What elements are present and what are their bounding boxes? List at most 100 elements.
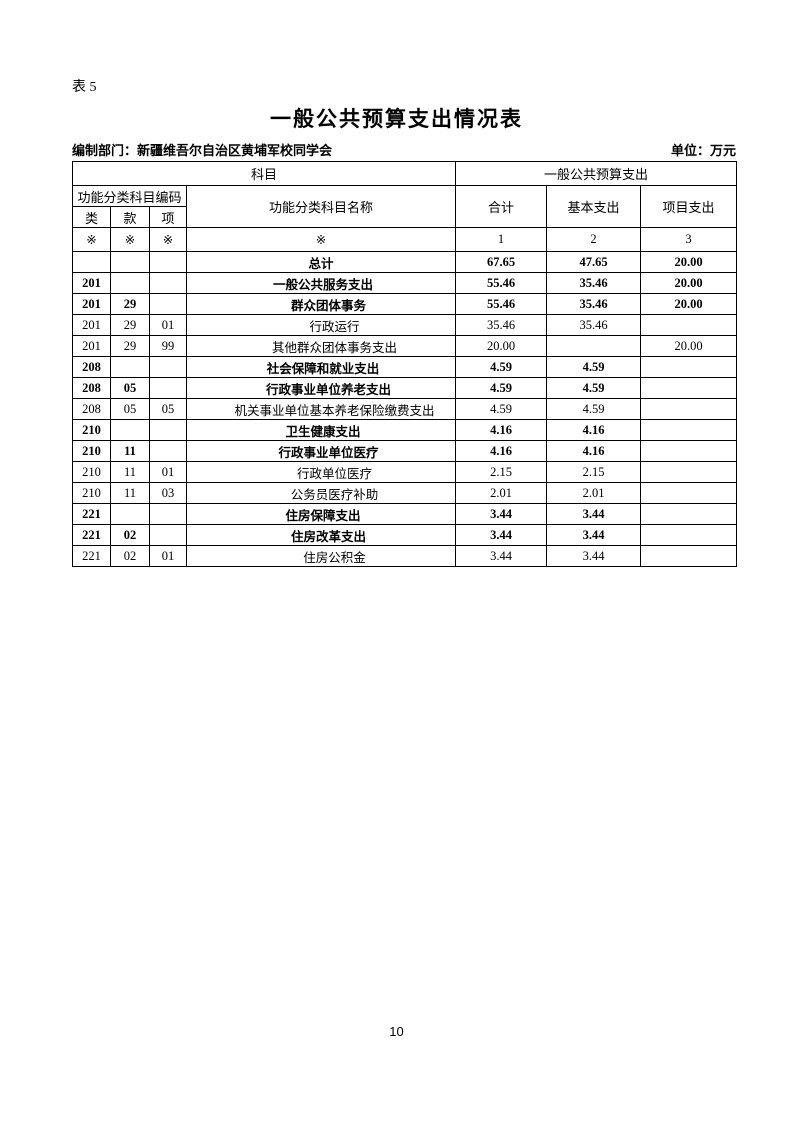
- project-cell: [640, 440, 738, 462]
- code-section-cell: 02: [110, 545, 150, 567]
- header-code-group: 功能分类科目编码: [72, 185, 187, 207]
- code-section-cell: 29: [110, 335, 150, 357]
- code-class-cell: 208: [72, 398, 111, 420]
- unit-label: 单位：万元: [670, 143, 736, 158]
- code-item-cell: [149, 293, 187, 315]
- project-cell: [640, 545, 738, 567]
- code-section-cell: [110, 251, 150, 273]
- project-cell: [640, 482, 738, 504]
- project-cell: [640, 356, 738, 378]
- basic-cell: 4.59: [546, 398, 642, 420]
- basic-cell: 35.46: [546, 272, 642, 294]
- code-item-cell: 01: [149, 314, 187, 336]
- header-budget-group: 一般公共预算支出: [455, 161, 738, 186]
- prepared-by-label: 编制部门：新疆维吾尔自治区黄埔军校同学会: [72, 143, 333, 158]
- project-cell: 20.00: [640, 293, 738, 315]
- code-item-cell: [149, 356, 187, 378]
- code-item-cell: [149, 251, 187, 273]
- basic-cell: 4.59: [546, 356, 642, 378]
- basic-cell: 4.16: [546, 440, 642, 462]
- code-item-cell: [149, 440, 187, 462]
- mark-cell: ※: [110, 227, 150, 252]
- page-title: 一般公共预算支出情况表: [270, 107, 523, 131]
- code-item-cell: 01: [149, 461, 187, 483]
- code-item-cell: [149, 377, 187, 399]
- total-cell: 3.44: [455, 503, 548, 525]
- code-class-cell: [72, 251, 111, 273]
- subject-name-cell: 总计: [185, 251, 457, 273]
- subject-name-cell: 群众团体事务: [185, 293, 457, 315]
- code-section-cell: 05: [110, 377, 150, 399]
- total-cell: 20.00: [455, 335, 548, 357]
- code-class-cell: 210: [72, 419, 111, 441]
- table-label: 表 5: [72, 80, 97, 95]
- table-row: 210 卫生健康支出 4.16 4.16: [72, 419, 738, 441]
- basic-cell: 2.15: [546, 461, 642, 483]
- code-class-cell: 210: [72, 440, 111, 462]
- code-class-cell: 221: [72, 503, 111, 525]
- total-cell: 4.59: [455, 377, 548, 399]
- code-class-cell: 201: [72, 335, 111, 357]
- code-class-cell: 208: [72, 377, 111, 399]
- table-row: 210 11 行政事业单位医疗 4.16 4.16: [72, 440, 738, 462]
- total-cell: 55.46: [455, 272, 548, 294]
- table-row: 221 02 01 住房公积金 3.44 3.44: [72, 545, 738, 567]
- code-class-cell: 208: [72, 356, 111, 378]
- subject-name-cell: 卫生健康支出: [185, 419, 457, 441]
- subject-name-cell: 行政事业单位医疗: [185, 440, 457, 462]
- project-cell: 20.00: [640, 272, 738, 294]
- project-cell: [640, 524, 738, 546]
- total-cell: 2.01: [455, 482, 548, 504]
- code-item-cell: 03: [149, 482, 187, 504]
- code-section-cell: [110, 503, 150, 525]
- total-cell: 3.44: [455, 545, 548, 567]
- table-row: 总计 67.65 47.65 20.00: [72, 251, 738, 273]
- code-item-cell: [149, 419, 187, 441]
- table-row: 208 05 行政事业单位养老支出 4.59 4.59: [72, 377, 738, 399]
- table-row: 201 29 99 其他群众团体事务支出 20.00 20.00: [72, 335, 738, 357]
- table-row: 221 02 住房改革支出 3.44 3.44: [72, 524, 738, 546]
- header-class: 类: [72, 206, 111, 228]
- table-row: 210 11 03 公务员医疗补助 2.01 2.01: [72, 482, 738, 504]
- subject-name-cell: 机关事业单位基本养老保险缴费支出: [185, 398, 457, 420]
- table-row: 201 一般公共服务支出 55.46 35.46 20.00: [72, 272, 738, 294]
- header-subject: 科目: [71, 161, 457, 186]
- basic-cell: 35.46: [546, 314, 642, 336]
- project-cell: [640, 377, 738, 399]
- project-cell: 20.00: [640, 251, 738, 273]
- project-cell: [640, 398, 738, 420]
- budget-table: 科目 一般公共预算支出 功能分类科目编码 功能分类科目名称 合计 基本支出 项目…: [71, 161, 738, 567]
- header-item: 项: [149, 206, 187, 228]
- col-number-3: 3: [640, 227, 738, 252]
- basic-cell: 35.46: [546, 293, 642, 315]
- code-item-cell: [149, 524, 187, 546]
- subject-name-cell: 行政运行: [185, 314, 457, 336]
- total-cell: 4.59: [455, 398, 548, 420]
- code-class-cell: 201: [72, 293, 111, 315]
- col-number-2: 2: [546, 227, 642, 252]
- total-cell: 67.65: [455, 251, 548, 273]
- code-class-cell: 210: [72, 482, 111, 504]
- basic-cell: 3.44: [546, 503, 642, 525]
- basic-cell: 4.16: [546, 419, 642, 441]
- code-item-cell: 01: [149, 545, 187, 567]
- budget-table-body: 总计 67.65 47.65 20.00 201 一般公共服务支出 55.46 35.46 20…: [72, 251, 738, 567]
- subject-name-cell: 住房改革支出: [185, 524, 457, 546]
- subject-name-cell: 住房公积金: [185, 545, 457, 567]
- code-section-cell: 05: [110, 398, 150, 420]
- code-class-cell: 221: [72, 545, 111, 567]
- code-item-cell: 99: [149, 335, 187, 357]
- basic-cell: 3.44: [546, 545, 642, 567]
- mark-cell: ※: [72, 227, 111, 252]
- table-row: 208 社会保障和就业支出 4.59 4.59: [72, 356, 738, 378]
- col-number-1: 1: [455, 227, 548, 252]
- code-section-cell: [110, 419, 150, 441]
- code-section-cell: 29: [110, 293, 150, 315]
- subject-name-cell: 住房保障支出: [185, 503, 457, 525]
- project-cell: [640, 461, 738, 483]
- code-section-cell: 02: [110, 524, 150, 546]
- header-row-marks: ※ ※ ※ ※ 1 2 3: [72, 227, 738, 252]
- mark-cell: ※: [185, 227, 457, 252]
- header-section: 款: [110, 206, 150, 228]
- project-cell: 20.00: [640, 335, 738, 357]
